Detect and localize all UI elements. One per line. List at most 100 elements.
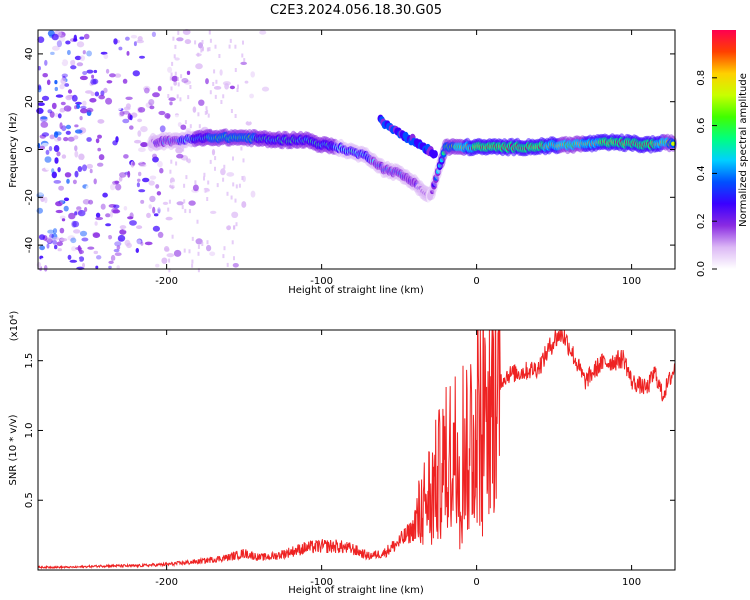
noise-blob <box>118 46 123 51</box>
noise-streak <box>191 259 194 264</box>
noise-blob <box>60 199 64 205</box>
noise-streak <box>214 166 216 171</box>
noise-blob <box>198 99 205 106</box>
noise-blob <box>138 107 146 113</box>
noise-blob <box>36 262 42 268</box>
noise-blob <box>253 122 258 127</box>
noise-blob <box>98 154 105 161</box>
noise-blob <box>152 206 156 214</box>
noise-streak <box>196 219 199 224</box>
noise-blob <box>77 209 86 217</box>
noise-blob <box>57 113 62 119</box>
noise-blob <box>105 142 112 146</box>
noise-blob <box>56 151 61 157</box>
noise-blob <box>217 252 223 258</box>
noise-blob <box>142 89 149 94</box>
noise-streak <box>168 258 171 263</box>
colorbar-label: Normalized spectral amplitude <box>738 73 749 227</box>
noise-blob <box>144 87 150 94</box>
noise-blob <box>168 97 176 102</box>
noise-streak <box>175 161 178 166</box>
noise-blob <box>55 94 64 98</box>
colorbar-gradient <box>712 30 736 269</box>
snr-panel: -200 -100 0 100 1.5 1.0 0.5 (x10⁴) Height of … <box>8 311 676 596</box>
noise-blob <box>190 116 194 123</box>
noise-blob <box>176 153 184 159</box>
noise-streak <box>189 85 192 89</box>
noise-blob <box>117 234 126 242</box>
noise-blob <box>95 265 99 269</box>
snr-y-ticks: 1.5 1.0 0.5 <box>24 353 675 508</box>
noise-streak <box>223 246 226 251</box>
noise-blob <box>231 211 239 218</box>
noise-blob <box>89 168 93 174</box>
noise-blob <box>136 239 142 246</box>
noise-blob <box>228 162 236 169</box>
colorbar: 0.0 0.2 0.4 0.6 0.8 Normalized spectral ampl… <box>696 30 749 277</box>
noise-blob <box>79 36 85 40</box>
noise-blob <box>137 36 143 42</box>
spec-ytick-label: -40 <box>24 237 35 253</box>
noise-blob <box>161 257 168 264</box>
noise-blob <box>81 237 89 242</box>
noise-blob <box>45 149 50 155</box>
noise-blob <box>89 98 97 103</box>
noise-streak <box>208 30 211 35</box>
noise-blob <box>146 212 151 219</box>
noise-blob <box>70 65 77 70</box>
noise-blob <box>70 237 77 244</box>
noise-streak <box>226 191 229 196</box>
noise-blob <box>67 64 72 72</box>
noise-blob <box>183 80 192 85</box>
noise-streak <box>226 262 229 267</box>
noise-blob <box>74 145 78 152</box>
noise-blob <box>54 86 58 92</box>
noise-blob <box>118 176 123 182</box>
noise-blob <box>127 170 131 178</box>
noise-streak <box>235 222 238 227</box>
noise-blob <box>169 101 173 106</box>
noise-blob <box>162 118 168 122</box>
noise-streak <box>234 198 237 203</box>
noise-streak <box>183 199 186 204</box>
spec-xtick-label: 100 <box>622 276 641 287</box>
snr-multiplier: (x10⁴) <box>9 311 20 342</box>
noise-blob <box>38 234 46 241</box>
noise-blob <box>180 124 187 130</box>
noise-blob <box>219 69 223 76</box>
snr-xtick-label: -100 <box>310 577 333 588</box>
noise-streak <box>201 242 204 246</box>
spec-ytick-label: 40 <box>24 48 35 61</box>
noise-blob <box>67 89 73 94</box>
spectrogram-noise <box>35 29 270 273</box>
noise-blob <box>167 66 173 73</box>
noise-blob <box>83 33 90 40</box>
noise-streak <box>188 209 191 214</box>
noise-blob <box>148 180 155 186</box>
noise-blob <box>159 125 166 133</box>
noise-streak <box>191 263 194 268</box>
noise-blob <box>259 30 267 35</box>
snr-ytick-label: 1.5 <box>24 353 35 369</box>
noise-blob <box>60 77 67 85</box>
noise-blob <box>54 80 58 85</box>
noise-streak <box>170 72 173 77</box>
noise-blob <box>57 136 62 141</box>
noise-blob <box>113 38 118 45</box>
noise-blob <box>109 73 116 78</box>
noise-blob <box>148 99 155 106</box>
noise-blob <box>86 163 93 169</box>
noise-blob <box>86 50 92 57</box>
noise-blob <box>138 171 142 177</box>
noise-blob <box>138 147 146 153</box>
noise-blob <box>136 39 145 44</box>
cb-tick-label: 0.4 <box>696 165 707 181</box>
noise-streak <box>214 94 217 99</box>
noise-blob <box>115 248 122 254</box>
noise-blob <box>39 245 45 251</box>
noise-blob <box>113 248 120 253</box>
noise-blob <box>111 207 119 214</box>
noise-blob <box>61 154 67 159</box>
noise-blob <box>56 253 61 258</box>
noise-blob <box>110 183 116 191</box>
